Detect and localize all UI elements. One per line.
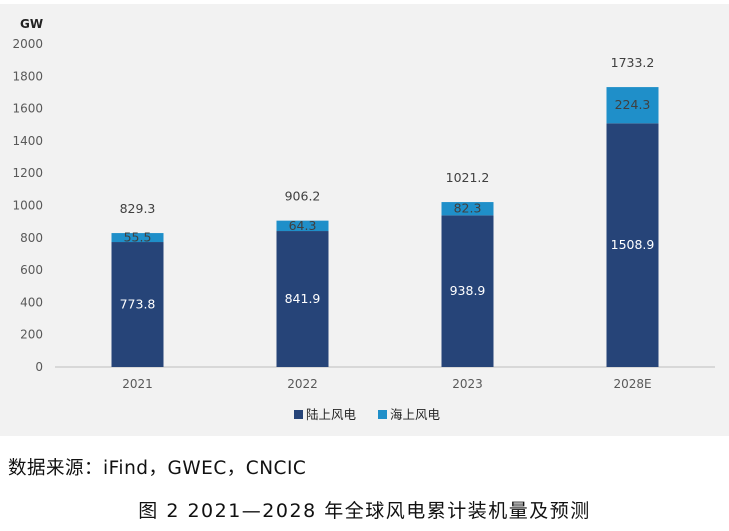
legend-swatch — [378, 410, 387, 419]
data-label: 773.8 — [120, 297, 156, 312]
bar-segment-offshore — [441, 202, 494, 216]
legend: 陆上风电 海上风电 — [294, 407, 441, 422]
figure-caption: 图 2 2021—2028 年全球风电累计装机量及预测 — [138, 500, 591, 522]
legend-label: 海上风电 — [390, 407, 441, 422]
y-tick-label: 1600 — [12, 102, 43, 116]
x-tick-label: 2021 — [122, 377, 153, 391]
y-tick-label: 1200 — [12, 166, 43, 180]
data-label: 55.5 — [124, 230, 152, 245]
bar-segment-onshore — [111, 242, 164, 367]
y-tick-label: 1400 — [12, 134, 43, 148]
y-tick-label: 400 — [20, 295, 43, 309]
y-tick-label: 600 — [20, 263, 43, 277]
bar-segment-onshore — [606, 123, 659, 367]
y-tick-label: 1800 — [12, 69, 43, 83]
data-label: 64.3 — [289, 218, 317, 233]
data-label: 82.3 — [454, 201, 482, 216]
y-tick-label: 2000 — [12, 37, 43, 51]
legend-label: 陆上风电 — [306, 407, 357, 422]
data-source-note: 数据来源：iFind，GWEC，CNCIC — [8, 458, 307, 479]
bar-segment-onshore — [441, 215, 494, 367]
bar-segment-offshore — [276, 220, 329, 232]
y-tick-label: 800 — [20, 231, 43, 245]
y-axis-unit-label: GW — [20, 17, 43, 31]
total-label: 1021.2 — [446, 170, 490, 185]
data-label: 1508.9 — [611, 237, 655, 252]
bars: 773.8 55.5 829.3 841.9 64.3 906.2 938.9 82.3 102… — [111, 55, 659, 367]
data-label: 938.9 — [450, 283, 486, 298]
data-label: 224.3 — [615, 97, 651, 112]
legend-swatch — [294, 410, 303, 419]
x-tick-label: 2023 — [452, 377, 483, 391]
stacked-bar-chart: GW 0 200 400 600 800 1000 1200 1400 1600 1800 2000… — [12, 17, 715, 422]
bar-segment-onshore — [276, 231, 329, 367]
y-tick-label: 1000 — [12, 199, 43, 213]
total-label: 1733.2 — [611, 55, 655, 70]
bar-segment-offshore — [606, 87, 659, 124]
y-tick-label: 200 — [20, 328, 43, 342]
x-axis-ticks: 2021 2022 2023 2028E — [122, 377, 651, 391]
x-tick-label: 2022 — [287, 377, 318, 391]
total-label: 906.2 — [285, 189, 321, 204]
total-label: 829.3 — [120, 201, 156, 216]
y-tick-label: 0 — [35, 360, 43, 374]
data-label: 841.9 — [285, 291, 321, 306]
x-tick-label: 2028E — [613, 377, 651, 391]
y-axis-ticks: 0 200 400 600 800 1000 1200 1400 1600 1800 2000 — [12, 37, 43, 374]
bar-segment-offshore — [111, 233, 164, 243]
